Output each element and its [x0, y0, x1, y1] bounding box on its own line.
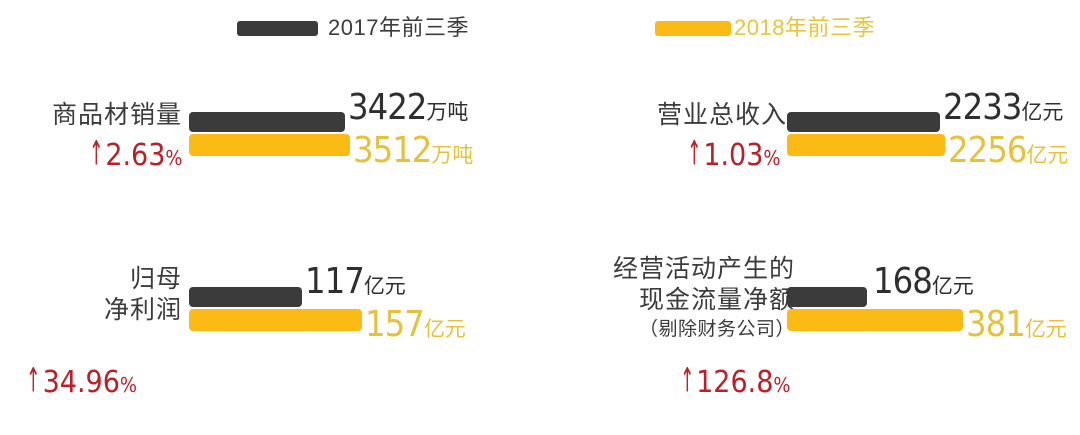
- value-2018-number: 3512: [353, 130, 432, 171]
- value-2017-unit: 亿元: [1021, 101, 1064, 124]
- value-2018: 381亿元: [966, 307, 1067, 343]
- bar-2017: [787, 112, 940, 132]
- legend-label-2017: 2017年前三季: [328, 15, 469, 40]
- up-arrow-icon: ↑: [88, 134, 104, 174]
- metric-label: 经营活动产生的 现金流量净额 （剔除财务公司）: [613, 254, 795, 343]
- up-arrow-icon: ↑: [26, 361, 41, 401]
- value-2018-unit: 亿元: [1024, 318, 1067, 341]
- legend: 2017年前三季 2018年前三季: [0, 0, 1080, 60]
- bar-2018: [787, 309, 963, 331]
- value-2017-number: 117: [305, 261, 365, 302]
- metric-label-line2: 现金流量净额: [638, 286, 795, 314]
- metric-label-line1: 归母: [129, 265, 182, 293]
- percent-sign: %: [165, 146, 182, 170]
- value-2017-unit: 亿元: [931, 275, 974, 298]
- up-arrow-icon: ↑: [686, 134, 702, 174]
- growth-number: 1.03: [703, 138, 764, 173]
- value-2018: 157亿元: [365, 307, 466, 343]
- bar-2018: [189, 134, 350, 156]
- value-2017: 168亿元: [873, 264, 974, 300]
- value-2017-number: 168: [873, 261, 933, 302]
- value-2018-unit: 万吨: [431, 144, 474, 167]
- metric-label-line1: 经营活动产生的: [612, 255, 795, 283]
- value-2017-number: 3422: [348, 87, 427, 128]
- legend-label-2018: 2018年前三季: [734, 15, 875, 40]
- metric-label: 商品材销量: [51, 101, 182, 129]
- metric-net-profit-attributable-to-parent: 归母 净利润 ↑34.96% 117亿元 157亿元: [0, 250, 540, 425]
- growth-number: 34.96: [42, 365, 120, 400]
- metric-commercial-timber-sales: 商品材销量 ↑2.63% 3422万吨 3512万吨: [0, 84, 540, 204]
- value-2017: 117亿元: [305, 264, 406, 300]
- value-2017: 2233亿元: [943, 90, 1063, 126]
- legend-item-2018: 2018年前三季: [655, 17, 875, 39]
- metric-growth-value: ↑1.03%: [683, 137, 781, 173]
- growth-number: 2.63: [105, 138, 166, 173]
- value-2018-number: 381: [966, 304, 1026, 345]
- bar-2017: [189, 112, 345, 132]
- value-2018-unit: 亿元: [1026, 144, 1069, 167]
- bar-group: [787, 112, 945, 156]
- legend-item-2017: 2017年前三季: [237, 17, 469, 39]
- value-2017-unit: 亿元: [363, 275, 406, 298]
- value-2018-number: 2256: [948, 130, 1027, 171]
- percent-sign: %: [773, 373, 790, 397]
- value-2017-number: 2233: [943, 87, 1022, 128]
- bar-2017: [189, 287, 302, 307]
- bar-group: [189, 112, 350, 156]
- value-2018-number: 157: [365, 304, 425, 345]
- metric-total-operating-revenue: 营业总收入 ↑1.03% 2233亿元 2256亿元: [540, 84, 1080, 204]
- value-2017-unit: 万吨: [426, 101, 469, 124]
- bar-group: [189, 287, 362, 331]
- metric-growth-value: ↑126.8%: [676, 364, 791, 400]
- percent-sign: %: [763, 146, 780, 170]
- value-2018-unit: 亿元: [423, 318, 466, 341]
- bar-group: [787, 287, 963, 331]
- legend-swatch-2017-icon: [237, 20, 318, 36]
- percent-sign: %: [119, 373, 137, 397]
- metric-label: 归母 净利润: [104, 264, 182, 326]
- value-2017: 3422万吨: [348, 90, 468, 126]
- bar-2017: [787, 287, 867, 307]
- value-2018: 3512万吨: [353, 133, 473, 169]
- value-2018: 2256亿元: [948, 133, 1068, 169]
- bar-2018: [189, 309, 362, 331]
- metric-label: 营业总收入: [656, 101, 787, 129]
- metric-net-operating-cash-flow: 经营活动产生的 现金流量净额 （剔除财务公司） ↑126.8% 168亿元 38…: [540, 240, 1080, 430]
- metric-growth-value: ↑34.96%: [22, 364, 137, 400]
- up-arrow-icon: ↑: [679, 361, 694, 401]
- metric-sublabel: （剔除财务公司）: [638, 319, 795, 340]
- bar-2018: [787, 134, 945, 156]
- metric-label-line2: 净利润: [103, 296, 182, 324]
- growth-number: 126.8: [696, 365, 774, 400]
- metric-growth-value: ↑2.63%: [85, 137, 183, 173]
- legend-swatch-2018-icon: [655, 20, 731, 36]
